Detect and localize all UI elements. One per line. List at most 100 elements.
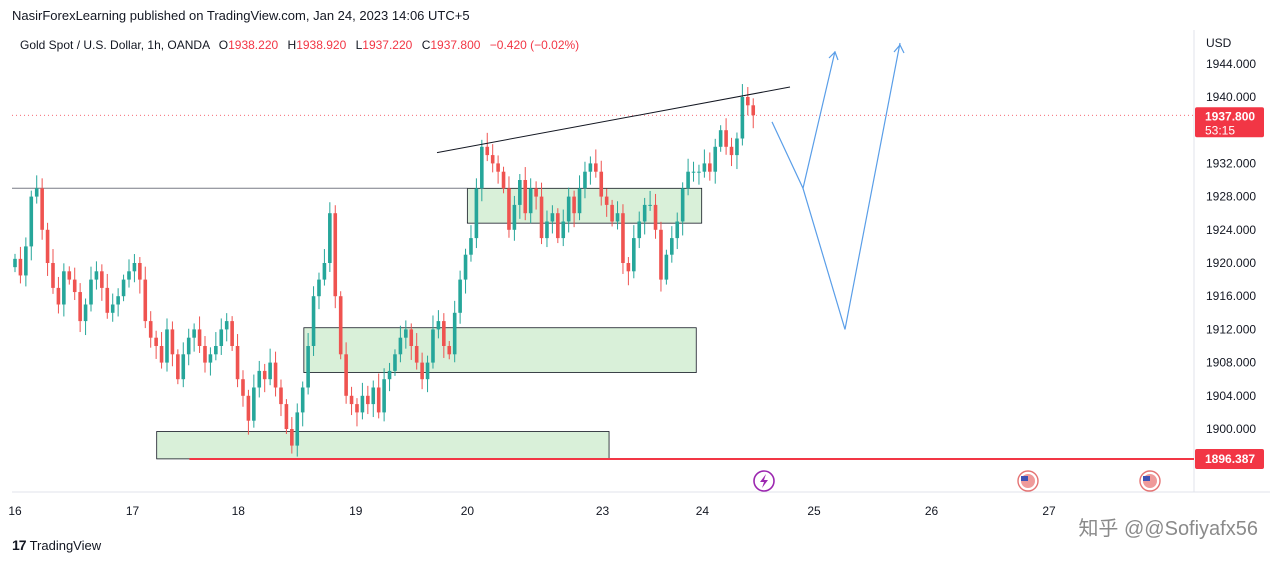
candle-body	[680, 188, 685, 222]
level-price-tag-text: 1896.387	[1205, 452, 1255, 466]
candle-body	[24, 246, 28, 276]
arrow-head-a-icon	[828, 50, 839, 61]
y-tick-label: 1908.000	[1206, 356, 1256, 370]
candle-body	[518, 180, 522, 205]
candle-body	[116, 296, 120, 305]
candle-body	[138, 263, 142, 280]
candle-body	[577, 188, 582, 214]
candle-body	[121, 279, 126, 297]
candle-body	[230, 321, 234, 346]
low-key: L	[355, 38, 363, 52]
x-tick-label: 18	[232, 504, 246, 518]
candle-body	[83, 304, 88, 322]
candle-body	[632, 238, 636, 272]
candle-body	[235, 346, 240, 380]
candle-body	[615, 213, 620, 222]
candle-body	[501, 171, 506, 189]
symbol-name[interactable]: Gold Spot / U.S. Dollar, 1h, OANDA	[20, 38, 210, 52]
candle-body	[143, 279, 148, 322]
candle-body	[273, 362, 278, 388]
x-tick-label: 26	[925, 504, 939, 518]
candle-body	[420, 362, 424, 380]
candle-body	[62, 271, 66, 305]
candle-body	[702, 163, 707, 172]
candle-body	[176, 354, 180, 380]
candle-body	[94, 271, 99, 280]
x-tick-label: 23	[596, 504, 610, 518]
flag-canton-icon	[1021, 476, 1028, 481]
candle-body	[610, 204, 614, 222]
candle-body	[252, 387, 256, 421]
x-tick-label: 16	[8, 504, 22, 518]
symbol-legend: Gold Spot / U.S. Dollar, 1h, OANDA O1938…	[20, 38, 579, 52]
candle-body	[485, 146, 490, 156]
candle-body	[322, 263, 327, 280]
candle-body	[393, 354, 397, 371]
candle-body	[311, 296, 316, 346]
candle-body	[474, 188, 479, 239]
candle-body	[675, 221, 680, 239]
candle-body	[197, 329, 202, 346]
candle-body	[344, 354, 348, 396]
candle-body	[713, 146, 718, 172]
candle-body	[599, 171, 604, 197]
candle-body	[740, 97, 745, 139]
demand-zone	[156, 431, 610, 460]
candle-body	[480, 146, 484, 189]
x-tick-label: 24	[696, 504, 710, 518]
candle-body	[355, 404, 359, 413]
open-key: O	[218, 38, 229, 52]
current-price-tag-text: 1937.800	[1205, 109, 1255, 123]
candle-body	[328, 213, 332, 263]
candle-body	[626, 263, 631, 272]
candle-body	[588, 163, 593, 172]
candle-body	[306, 346, 310, 388]
candle-body	[56, 287, 61, 305]
candle-body	[333, 213, 338, 297]
candle-body	[746, 97, 750, 106]
y-tick-label: 1940.000	[1206, 90, 1256, 104]
candle-body	[290, 429, 294, 446]
candle-body	[241, 379, 245, 396]
tradingview-brand[interactable]: TradingView	[29, 537, 102, 553]
low-value: 1937.220	[362, 38, 413, 52]
candle-body	[224, 321, 229, 330]
candle-body	[295, 412, 300, 446]
countdown-text: 53:15	[1205, 123, 1235, 137]
candle-body	[219, 329, 224, 346]
candle-body	[653, 204, 658, 230]
candle-body	[105, 287, 110, 313]
candle-body	[452, 312, 457, 355]
candle-body	[382, 379, 386, 413]
projection-path-a	[771, 51, 836, 191]
watermark-text: 知乎 @@Sofiyafx56	[1078, 518, 1258, 540]
candle-body	[659, 229, 663, 280]
open-value: 1938.220	[228, 38, 279, 52]
candle-body	[360, 395, 365, 413]
candle-body	[414, 346, 419, 363]
candle-body	[469, 238, 473, 255]
candle-body	[561, 221, 566, 239]
candle-body	[40, 188, 44, 230]
footer-branding: 17 TradingView	[12, 537, 101, 553]
tradingview-logo-icon: 17	[12, 537, 27, 553]
candle-body	[29, 196, 34, 247]
candle-body	[45, 229, 50, 263]
candle-body	[13, 258, 17, 268]
candle-body	[637, 221, 642, 239]
candle-body	[192, 329, 196, 338]
candle-body	[664, 254, 669, 280]
candle-body	[51, 263, 55, 288]
y-tick-label: 1928.000	[1206, 190, 1256, 204]
y-tick-label: 1920.000	[1206, 256, 1256, 270]
candle-body	[409, 329, 414, 346]
candle-body	[398, 337, 403, 355]
resistance-trendline	[436, 86, 791, 154]
candle-body	[442, 321, 446, 346]
candle-body	[697, 171, 701, 173]
candle-body	[447, 346, 452, 355]
candle-body	[496, 163, 500, 172]
candle-body	[165, 329, 169, 363]
candle-body	[751, 105, 756, 116]
